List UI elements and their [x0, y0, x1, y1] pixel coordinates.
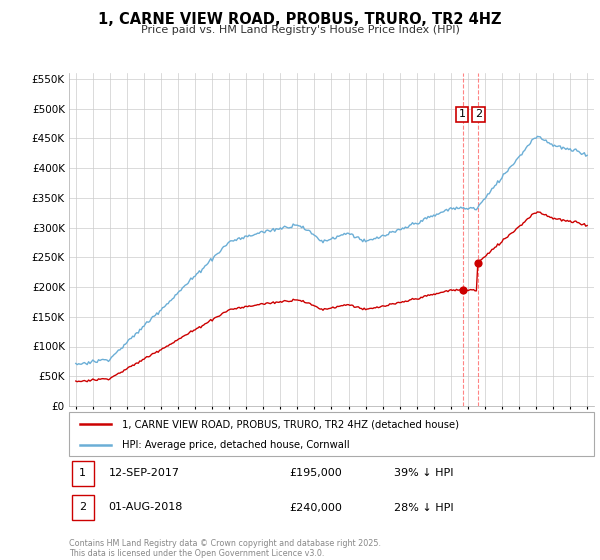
Text: Contains HM Land Registry data © Crown copyright and database right 2025.
This d: Contains HM Land Registry data © Crown c… [69, 539, 381, 558]
Point [458, 286, 467, 295]
Text: HPI: Average price, detached house, Cornwall: HPI: Average price, detached house, Corn… [121, 440, 349, 450]
Text: 28% ↓ HPI: 28% ↓ HPI [395, 502, 454, 512]
FancyBboxPatch shape [71, 495, 94, 520]
Text: 2: 2 [79, 502, 86, 512]
Text: 01-AUG-2018: 01-AUG-2018 [109, 502, 183, 512]
Text: £240,000: £240,000 [290, 502, 343, 512]
Text: 1, CARNE VIEW ROAD, PROBUS, TRURO, TR2 4HZ: 1, CARNE VIEW ROAD, PROBUS, TRURO, TR2 4… [98, 12, 502, 27]
FancyBboxPatch shape [69, 412, 594, 456]
Text: 12-SEP-2017: 12-SEP-2017 [109, 468, 179, 478]
Text: 1, CARNE VIEW ROAD, PROBUS, TRURO, TR2 4HZ (detached house): 1, CARNE VIEW ROAD, PROBUS, TRURO, TR2 4… [121, 419, 458, 429]
Text: 39% ↓ HPI: 39% ↓ HPI [395, 468, 454, 478]
Text: £195,000: £195,000 [290, 468, 342, 478]
Text: 1: 1 [458, 109, 466, 119]
Text: Price paid vs. HM Land Registry's House Price Index (HPI): Price paid vs. HM Land Registry's House … [140, 25, 460, 35]
FancyBboxPatch shape [71, 461, 94, 486]
Text: 1: 1 [79, 468, 86, 478]
Text: 2: 2 [475, 109, 482, 119]
Point [473, 259, 482, 268]
